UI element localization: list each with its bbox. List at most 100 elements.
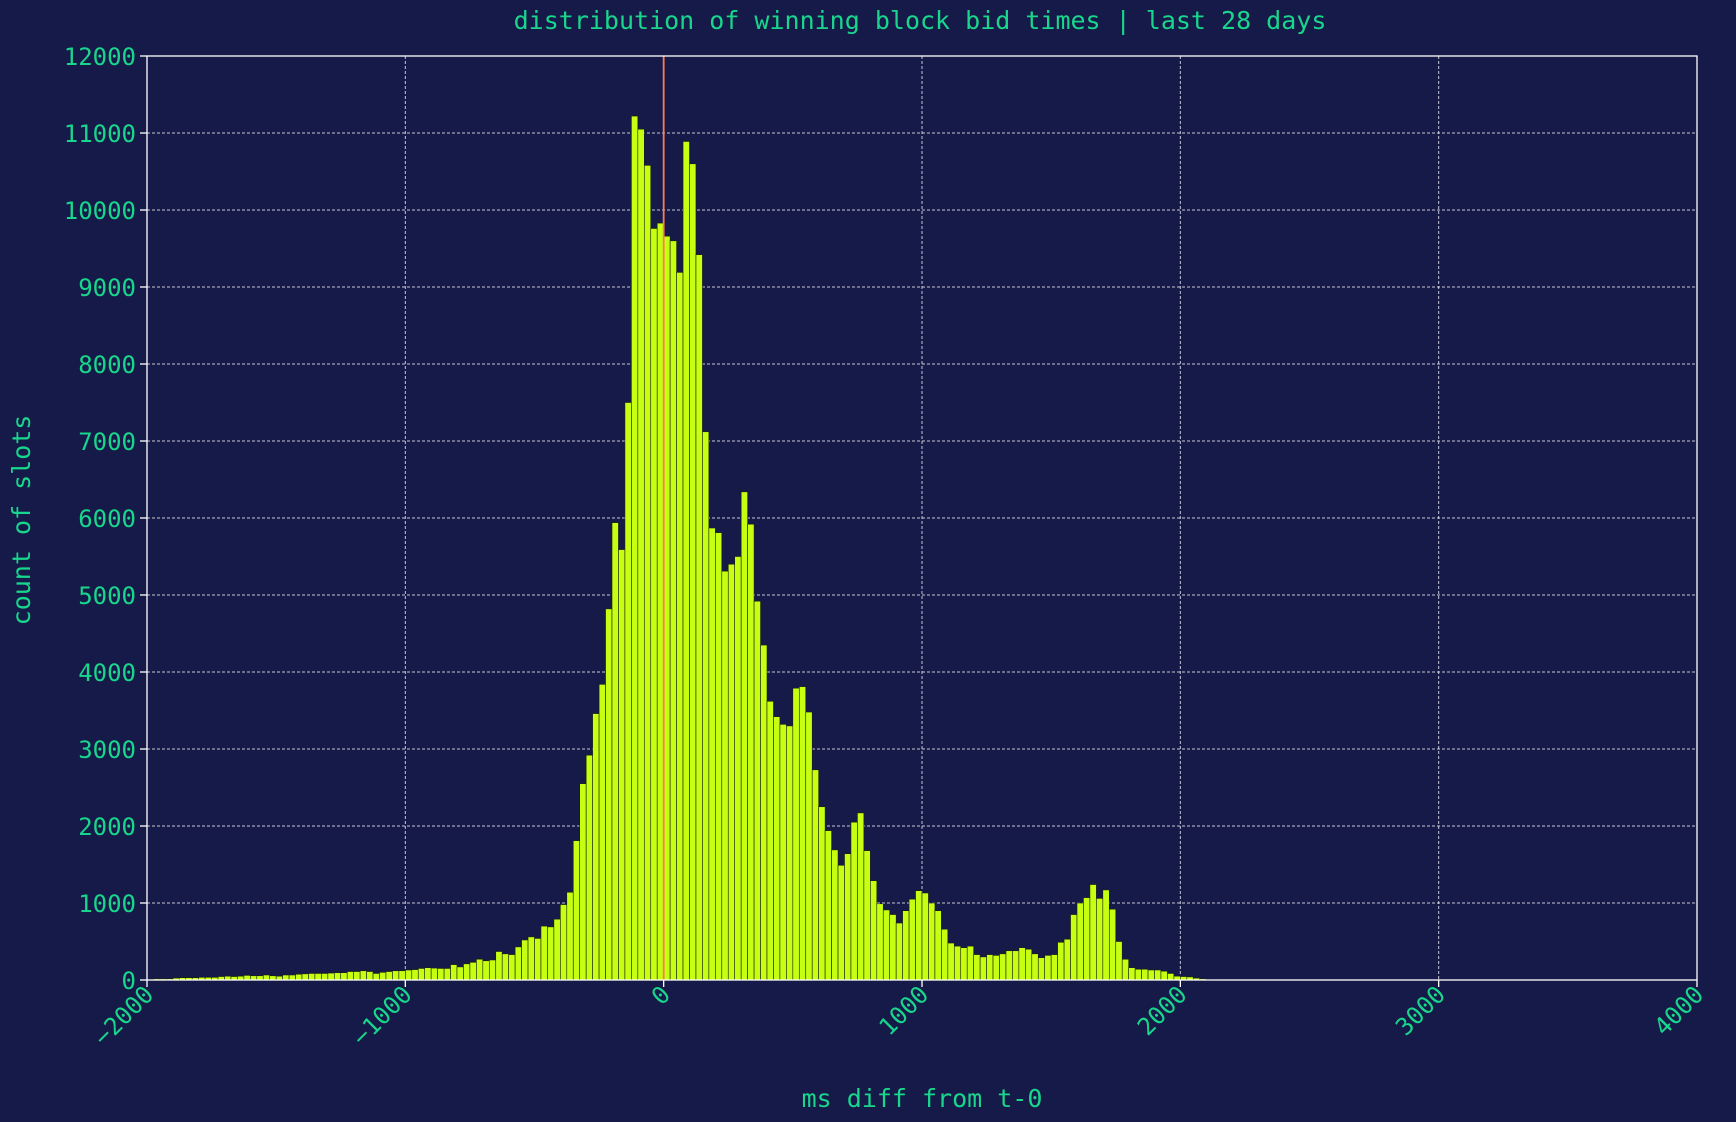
histogram-bar <box>417 968 426 981</box>
y-tick-label: 7000 <box>78 428 136 456</box>
histogram-bar <box>482 960 490 981</box>
histogram-bar <box>857 812 865 981</box>
histogram-bar <box>592 713 600 981</box>
x-tick-label: 2000 <box>1132 980 1193 1041</box>
histogram-bar <box>715 532 723 981</box>
histogram-bar <box>521 939 529 981</box>
histogram-bar <box>282 974 290 981</box>
histogram-bar <box>766 700 774 981</box>
histogram-bar <box>1031 953 1039 981</box>
histogram-bar <box>1018 947 1026 981</box>
histogram-bar <box>1154 969 1162 981</box>
histogram-bar <box>895 922 903 981</box>
histogram-bar <box>734 556 742 981</box>
histogram-bar <box>773 716 781 981</box>
histogram-bar <box>779 724 787 981</box>
histogram-bar <box>456 966 464 981</box>
histogram-bar <box>844 853 852 981</box>
histogram-bar <box>811 769 819 981</box>
histogram-bar <box>1070 914 1078 981</box>
histogram-bar <box>999 953 1007 981</box>
x-tick-label: 3000 <box>1390 980 1451 1041</box>
histogram-bar <box>321 973 329 981</box>
histogram-bar <box>443 968 451 981</box>
histogram-bar <box>333 972 342 981</box>
histogram-bar <box>798 686 807 981</box>
histogram-bar <box>1141 968 1149 981</box>
histogram-bar <box>1108 908 1117 981</box>
histogram-bar <box>934 910 942 981</box>
histogram-bar <box>708 527 716 981</box>
histogram-bar <box>527 936 535 981</box>
histogram-bar <box>1134 968 1142 981</box>
histogram-bar <box>1005 950 1013 981</box>
histogram-bar <box>1128 967 1136 981</box>
x-ticks: −2000 −1000 0 1000 2000 3000 4000 <box>88 980 1709 1051</box>
histogram-bar <box>760 644 768 981</box>
histogram-bar <box>979 956 987 981</box>
histogram-bar <box>398 970 406 981</box>
histogram-bar <box>689 163 697 981</box>
y-tick-label: 10000 <box>64 197 136 225</box>
histogram-bar <box>1160 970 1168 981</box>
histogram-bar <box>262 974 271 981</box>
histogram-bar <box>1044 955 1052 981</box>
histogram-bar <box>1063 938 1071 981</box>
x-axis-label: ms diff from t-0 <box>802 1084 1043 1113</box>
histogram-bar <box>727 563 736 981</box>
histogram-bar <box>514 946 522 981</box>
y-tick-label: 0 <box>122 967 136 995</box>
histogram-bar <box>1050 954 1058 981</box>
histogram-bar <box>560 904 568 981</box>
x-tick-label: −1000 <box>347 980 418 1051</box>
histogram-bar <box>392 970 400 981</box>
histogram-bar <box>566 891 574 981</box>
histogram-bar <box>508 954 516 981</box>
y-tick-label: 4000 <box>78 659 136 687</box>
histogram-bar <box>805 711 813 981</box>
histogram-bar <box>424 967 432 981</box>
histogram-bar <box>540 925 548 981</box>
histogram-bar <box>676 272 684 981</box>
histogram-bar <box>585 754 593 981</box>
histogram-bar <box>469 961 477 981</box>
histogram-bar <box>618 549 626 981</box>
histogram-bar <box>643 165 652 981</box>
histogram-bar <box>650 228 658 981</box>
chart-title: distribution of winning block bid times … <box>514 6 1327 35</box>
histogram-bar <box>611 522 619 981</box>
histogram-bar <box>605 608 613 981</box>
histogram-bar <box>301 973 309 981</box>
y-tick-label: 5000 <box>78 582 136 610</box>
histogram-bar <box>850 821 858 981</box>
histogram-bar <box>314 973 322 981</box>
histogram-bar <box>682 141 690 981</box>
histogram-bar <box>572 840 581 981</box>
histogram-bar <box>786 725 794 981</box>
x-tick-label: 1000 <box>874 980 935 1041</box>
histogram-bar <box>288 974 296 981</box>
histogram-bar <box>921 892 929 981</box>
histogram-bar <box>437 968 445 981</box>
y-tick-label: 3000 <box>78 736 136 764</box>
x-tick-label: 4000 <box>1649 980 1710 1041</box>
histogram-bar <box>553 918 561 981</box>
histogram-bar <box>359 970 367 981</box>
histogram-bar <box>889 914 897 981</box>
histogram-bar <box>1083 897 1091 981</box>
histogram-bar <box>1012 950 1020 981</box>
histogram-bar <box>547 926 555 981</box>
histogram-bar <box>476 958 484 981</box>
histogram-bar <box>928 902 936 981</box>
histogram-bar <box>624 402 632 981</box>
histogram-bar <box>1115 941 1123 981</box>
histogram-bar <box>992 955 1000 981</box>
histogram-bar <box>863 850 871 981</box>
histogram-bar <box>1025 948 1033 981</box>
histogram-bar <box>902 910 910 981</box>
histogram-bar <box>973 954 981 981</box>
histogram-bar <box>488 959 497 981</box>
histogram-bar <box>340 972 348 981</box>
histogram-bar <box>915 890 923 981</box>
